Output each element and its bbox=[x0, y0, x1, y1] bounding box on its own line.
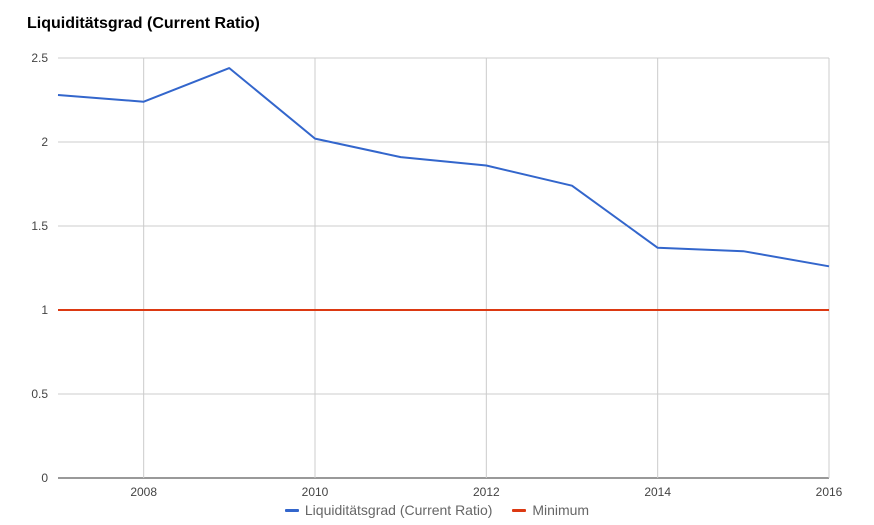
legend-label-current-ratio: Liquiditätsgrad (Current Ratio) bbox=[304, 502, 493, 518]
y-tick-label-1: 1 bbox=[41, 303, 48, 317]
y-tick-label-0: 0 bbox=[41, 471, 48, 485]
line-chart: 0 0.5 1 1.5 2 2.5 2008 2010 2012 2014 2016 bbox=[31, 51, 843, 499]
legend: Liquiditätsgrad (Current Ratio) Minimum bbox=[0, 502, 874, 518]
y-tick-label-2: 2 bbox=[41, 135, 48, 149]
y-tick-label-1-5: 1.5 bbox=[31, 219, 48, 233]
legend-swatch-current-ratio bbox=[284, 508, 299, 512]
y-tick-label-0-5: 0.5 bbox=[31, 387, 48, 401]
legend-item-current-ratio[interactable]: Liquiditätsgrad (Current Ratio) bbox=[284, 502, 493, 518]
x-tick-label-2010: 2010 bbox=[302, 485, 329, 499]
legend-swatch-minimum bbox=[512, 508, 527, 512]
x-tick-label-2008: 2008 bbox=[130, 485, 157, 499]
x-tick-label-2014: 2014 bbox=[644, 485, 671, 499]
x-tick-label-2016: 2016 bbox=[816, 485, 843, 499]
y-tick-label-2-5: 2.5 bbox=[31, 51, 48, 65]
x-tick-label-2012: 2012 bbox=[473, 485, 500, 499]
series-line-liquidit-tsgrad-current-ratio bbox=[57, 67, 830, 268]
legend-label-minimum: Minimum bbox=[532, 502, 590, 518]
chart-title: Liquiditätsgrad (Current Ratio) bbox=[27, 15, 260, 32]
legend-item-minimum[interactable]: Minimum bbox=[512, 502, 589, 518]
